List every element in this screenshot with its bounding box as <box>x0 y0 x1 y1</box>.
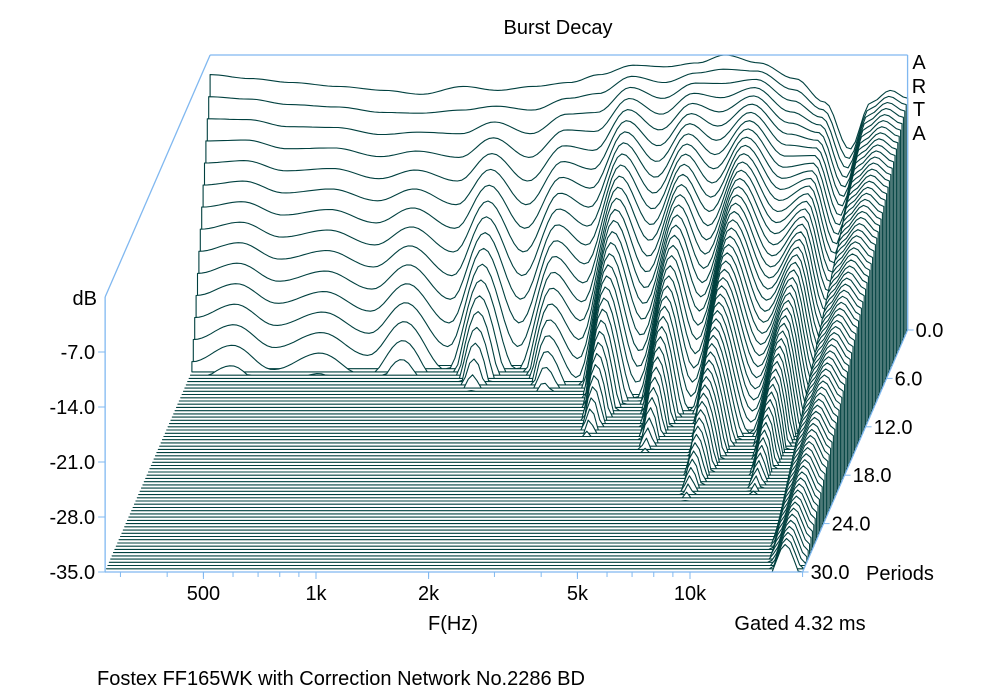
z-tick-label: 0.0 <box>916 320 944 342</box>
decay-slice-26.4 <box>117 489 816 544</box>
x-tick-label: 10k <box>674 583 707 605</box>
y-tick-label: -21.0 <box>50 452 96 474</box>
decay-slice-14.8 <box>157 313 857 450</box>
decay-slice-24.0 <box>125 453 825 525</box>
decay-slice-17.6 <box>147 356 847 473</box>
decay-slice-18.4 <box>145 368 844 479</box>
decay-slice-13.6 <box>161 295 861 441</box>
chart-title: Burst Decay <box>504 17 613 39</box>
x-axis-label: F(Hz) <box>428 613 478 635</box>
depth-left-edge <box>104 54 211 298</box>
y-axis-label: dB <box>73 288 97 310</box>
decay-slice-13.2 <box>163 289 862 438</box>
gate-label: Gated 4.32 ms <box>734 613 865 635</box>
z-tick-label: 30.0 <box>811 562 850 584</box>
decay-slice-21.6 <box>133 416 833 505</box>
decay-slice-24.8 <box>122 465 822 531</box>
x-tick-label: 500 <box>187 583 220 605</box>
decay-slice-20.0 <box>139 392 839 492</box>
x-tick-label: 1k <box>305 583 327 605</box>
decay-slice-22.0 <box>132 422 832 509</box>
y-tick-label: -7.0 <box>61 342 95 364</box>
decay-slice-20.8 <box>136 404 836 499</box>
decay-slice-24.4 <box>124 459 823 528</box>
decay-slice-17.2 <box>149 350 848 470</box>
decay-slice-21.2 <box>135 410 834 502</box>
decay-slice-22.4 <box>131 428 830 512</box>
decay-slice-30.0 <box>104 543 804 573</box>
slices-group <box>104 54 909 573</box>
y-tick-label: -28.0 <box>50 507 96 529</box>
decay-slice-15.6 <box>154 325 854 457</box>
decay-slice-14.4 <box>159 307 858 447</box>
decay-slice-25.2 <box>121 471 820 534</box>
decay-slice-19.6 <box>140 386 840 489</box>
z-axis-label: Periods <box>866 563 934 585</box>
decay-slice-26.0 <box>118 483 818 541</box>
decay-slice-18.0 <box>146 362 846 476</box>
decay-slice-16.8 <box>150 344 850 467</box>
decay-slice-20.4 <box>138 398 837 496</box>
decay-slice-18.8 <box>143 374 843 483</box>
x-tick-label: 2k <box>418 583 440 605</box>
y-tick-label: -35.0 <box>50 562 96 584</box>
decay-slice-23.2 <box>128 441 827 518</box>
axes-group: 500 1k 2k 5k 10k -7.0 -14.0 -21.0 -28.0 -35.0 0.0 6… <box>50 54 944 605</box>
decay-slice-22.8 <box>129 434 829 515</box>
z-tick-label: 6.0 <box>895 368 923 390</box>
decay-slice-16.4 <box>152 338 851 463</box>
decay-slice-19.2 <box>142 380 841 486</box>
z-tick-label: 24.0 <box>832 514 871 536</box>
z-tick-label: 12.0 <box>874 417 913 439</box>
decay-slice-14.0 <box>160 301 860 444</box>
arta-logo: ARTA <box>911 52 927 145</box>
decay-slice-23.6 <box>126 447 826 521</box>
decay-slice-28.8 <box>108 525 808 563</box>
decay-slice-29.2 <box>107 531 806 567</box>
decay-slice-15.2 <box>156 319 855 454</box>
z-tick-label: 18.0 <box>853 465 892 487</box>
decay-slice-28.4 <box>110 519 809 560</box>
decay-slice-28.0 <box>111 513 811 557</box>
decay-slice-29.6 <box>105 537 805 570</box>
x-tick-label: 5k <box>567 583 589 605</box>
decay-slice-27.6 <box>112 507 812 554</box>
y-tick-label: -14.0 <box>50 397 96 419</box>
decay-slice-27.2 <box>114 501 813 550</box>
decay-slice-25.6 <box>119 477 819 538</box>
decay-slice-16.0 <box>153 332 853 460</box>
caption: Fostex FF165WK with Correction Network N… <box>97 668 585 690</box>
decay-slice-26.8 <box>115 495 815 547</box>
z-axis-line <box>801 329 909 573</box>
